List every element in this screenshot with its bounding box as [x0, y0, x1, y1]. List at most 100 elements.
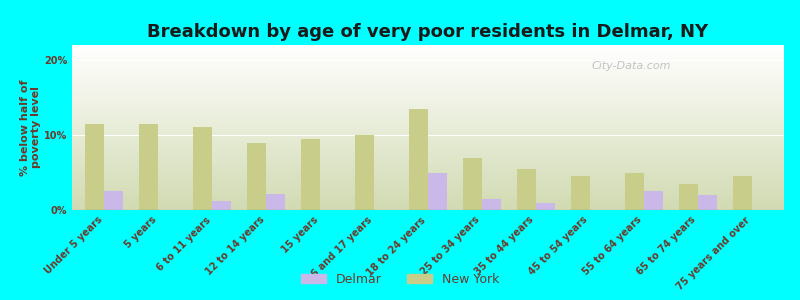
Bar — [72, 109, 784, 110]
Bar — [72, 189, 784, 190]
Bar — [72, 104, 784, 105]
Bar — [72, 46, 784, 47]
Bar — [72, 60, 784, 61]
Bar — [72, 98, 784, 99]
Bar — [72, 70, 784, 71]
Bar — [72, 176, 784, 177]
Bar — [72, 122, 784, 123]
Bar — [72, 139, 784, 140]
Bar — [72, 54, 784, 55]
Bar — [72, 181, 784, 182]
Bar — [72, 198, 784, 199]
Bar — [72, 100, 784, 101]
Bar — [72, 188, 784, 189]
Bar — [72, 89, 784, 90]
Bar — [72, 91, 784, 92]
Bar — [72, 45, 784, 46]
Bar — [72, 169, 784, 170]
Bar — [72, 150, 784, 151]
Bar — [72, 94, 784, 95]
Bar — [72, 126, 784, 127]
Bar — [72, 203, 784, 204]
Bar — [72, 99, 784, 100]
Bar — [625, 172, 644, 210]
Bar — [72, 49, 784, 50]
Bar — [72, 56, 784, 57]
Bar — [72, 123, 784, 124]
Bar — [72, 182, 784, 183]
Bar — [72, 143, 784, 144]
Bar — [644, 191, 662, 210]
Bar — [72, 128, 784, 129]
Bar — [72, 51, 784, 52]
Bar — [72, 197, 784, 198]
Bar — [72, 161, 784, 162]
Bar — [679, 184, 698, 210]
Bar — [72, 159, 784, 160]
Bar — [72, 85, 784, 86]
Bar — [72, 50, 784, 51]
Text: City-Data.com: City-Data.com — [592, 61, 671, 71]
Bar — [72, 156, 784, 157]
Bar — [571, 176, 590, 210]
Bar — [72, 151, 784, 152]
Bar — [72, 52, 784, 53]
Bar — [72, 164, 784, 165]
Bar — [72, 96, 784, 97]
Bar — [72, 207, 784, 208]
Bar — [72, 187, 784, 188]
Bar — [72, 186, 784, 187]
Bar — [72, 80, 784, 81]
Bar — [72, 90, 784, 91]
Bar — [72, 160, 784, 161]
Bar — [72, 85, 784, 86]
Bar — [72, 166, 784, 167]
Bar — [72, 116, 784, 117]
Bar — [72, 148, 784, 149]
Bar — [72, 115, 784, 116]
Bar — [72, 125, 784, 126]
Bar — [72, 101, 784, 102]
Bar — [247, 142, 266, 210]
Bar — [72, 77, 784, 78]
Bar — [72, 173, 784, 174]
Bar — [72, 132, 784, 133]
Bar — [72, 118, 784, 119]
Bar — [72, 138, 784, 139]
Bar — [72, 202, 784, 203]
Bar — [72, 180, 784, 181]
Bar — [355, 135, 374, 210]
Bar — [72, 165, 784, 166]
Bar — [72, 61, 784, 62]
Bar — [72, 78, 784, 79]
Bar — [72, 192, 784, 193]
Bar — [72, 121, 784, 122]
Bar — [72, 72, 784, 73]
Bar — [72, 206, 784, 207]
Bar — [72, 87, 784, 88]
Bar — [72, 149, 784, 150]
Bar — [72, 185, 784, 186]
Bar — [139, 124, 158, 210]
Bar — [72, 183, 784, 184]
Bar — [72, 205, 784, 206]
Bar — [72, 64, 784, 65]
Bar — [72, 174, 784, 175]
Bar — [72, 163, 784, 164]
Bar — [517, 169, 536, 210]
Bar — [72, 167, 784, 168]
Bar — [536, 202, 554, 210]
Bar — [72, 48, 784, 49]
Bar — [194, 128, 212, 210]
Bar — [72, 47, 784, 48]
Bar — [72, 59, 784, 60]
Bar — [482, 199, 501, 210]
Bar — [72, 86, 784, 87]
Bar — [72, 57, 784, 58]
Bar — [72, 208, 784, 209]
Bar — [86, 124, 104, 210]
Bar — [72, 134, 784, 135]
Bar — [72, 184, 784, 185]
Bar — [72, 204, 784, 205]
Bar — [463, 158, 482, 210]
